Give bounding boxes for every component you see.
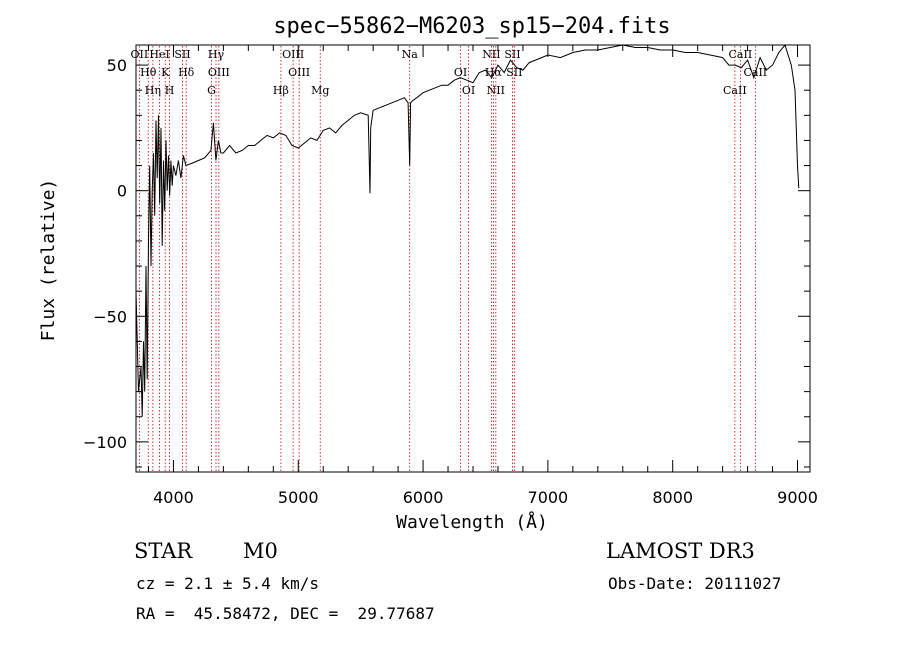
observation-date: Obs-Date: 20111027: [608, 574, 782, 593]
axis-ticks: [136, 45, 810, 472]
emission-line-label: OIII: [208, 66, 230, 79]
emission-line-label: Hγ: [208, 48, 225, 61]
redshift-readout: cz = 2.1 ± 5.4 km/s: [136, 574, 320, 593]
x-tick-label: 4000: [153, 488, 194, 507]
emission-line-label: G: [207, 84, 216, 97]
emission-line-label: K: [161, 66, 170, 79]
emission-line-labels: OIIHθHηHeIKHSIIHδGHγOIIIHβOIIIOIIIMgNaOI…: [131, 48, 768, 97]
spectrum-line: [135, 43, 800, 417]
y-tick-label: 50: [107, 56, 127, 75]
x-tick-label: 9000: [777, 488, 818, 507]
emission-line-label: Na: [402, 48, 419, 61]
coordinates-readout: RA = 45.58472, DEC = 29.77687: [136, 604, 435, 623]
emission-line-label: CaII: [723, 84, 747, 97]
emission-line-label: Mg: [311, 84, 329, 97]
axis-tick-labels: 4000 5000 6000 7000 8000 9000 −100 −50 0 50: [83, 56, 818, 507]
x-axis-label: Wavelength (Å): [396, 511, 548, 533]
emission-line-label: CaII: [729, 48, 753, 61]
y-tick-label: 0: [117, 182, 127, 201]
x-tick-label: 6000: [403, 488, 444, 507]
emission-line-label: H: [165, 84, 175, 97]
plot-frame: [135, 44, 811, 473]
emission-line-label: HeI: [149, 48, 169, 61]
emission-line-markers: [138, 46, 756, 471]
x-tick-label: 7000: [528, 488, 569, 507]
emission-line-label: NII: [487, 84, 505, 97]
y-axis-label: Flux (relative): [38, 179, 59, 342]
emission-line-label: OIII: [282, 48, 304, 61]
x-tick-label: 5000: [278, 488, 319, 507]
emission-line-label: NII: [482, 48, 500, 61]
survey-name: LAMOST DR3: [606, 539, 755, 563]
emission-line-label: Hδ: [178, 66, 195, 79]
emission-line-label: SII: [504, 48, 520, 61]
emission-line-label: OII: [131, 48, 149, 61]
emission-line-label: Hβ: [273, 84, 289, 97]
emission-line-label: Hθ: [140, 66, 157, 79]
emission-line-label: SII: [174, 48, 190, 61]
emission-line-label: OI: [454, 66, 467, 79]
emission-line-label: SII: [506, 66, 522, 79]
chart-title: spec−55862−M6203_sp15−204.fits: [273, 14, 670, 39]
object-class: STAR: [134, 539, 193, 563]
y-tick-label: −50: [93, 307, 127, 326]
emission-line-label: OI: [462, 84, 475, 97]
object-subclass: M0: [243, 539, 278, 563]
emission-line-label: Hη: [145, 84, 161, 97]
y-tick-label: −100: [83, 433, 127, 452]
emission-line-label: Hα: [485, 66, 503, 79]
x-tick-label: 8000: [652, 488, 693, 507]
emission-line-label: OIII: [288, 66, 310, 79]
